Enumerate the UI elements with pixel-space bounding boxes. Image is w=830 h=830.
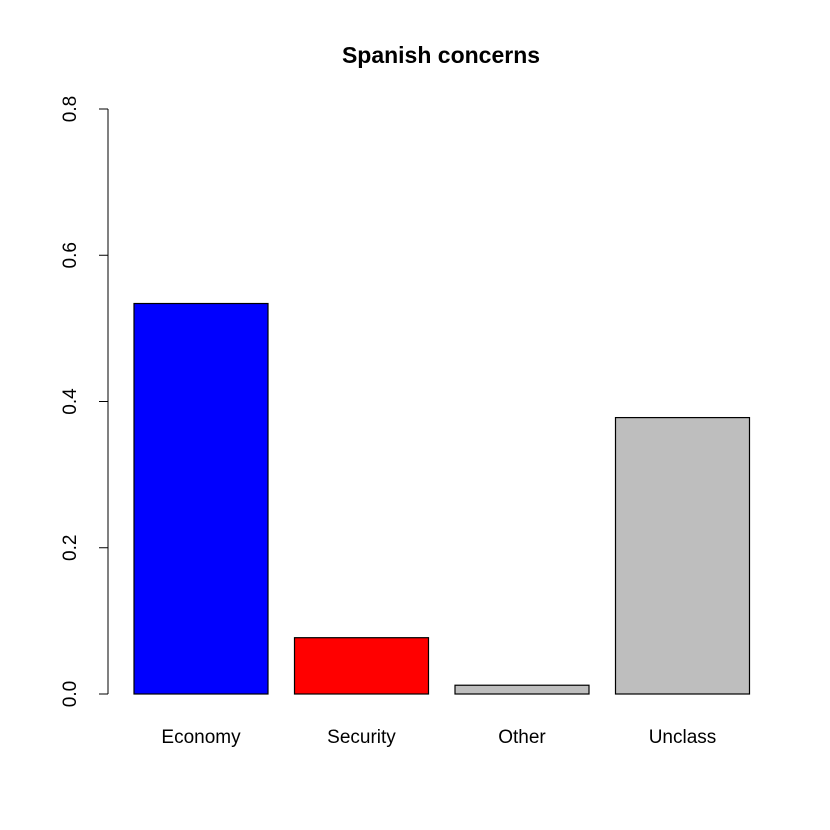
- x-category-label: Unclass: [649, 727, 717, 748]
- bar-other: [454, 684, 590, 695]
- bars: [133, 302, 751, 695]
- bar-economy: [133, 302, 269, 695]
- y-tick-label: 0.4: [60, 388, 81, 415]
- y-tick-label: 0.8: [60, 96, 81, 122]
- y-tick-label: 0.2: [60, 535, 81, 561]
- y-tick-label: 0.6: [60, 242, 81, 268]
- bar-unclass: [614, 416, 751, 695]
- x-category-label: Economy: [161, 727, 241, 748]
- x-category-label: Security: [327, 727, 396, 748]
- x-axis-labels: Economy Security Other Unclass: [161, 727, 716, 748]
- y-tick-label: 0.0: [60, 681, 81, 707]
- y-axis: 0.0 0.2 0.4 0.6 0.8: [60, 96, 109, 707]
- x-category-label: Other: [498, 727, 546, 748]
- chart-title: Spanish concerns: [342, 42, 540, 68]
- bar-security: [293, 637, 430, 695]
